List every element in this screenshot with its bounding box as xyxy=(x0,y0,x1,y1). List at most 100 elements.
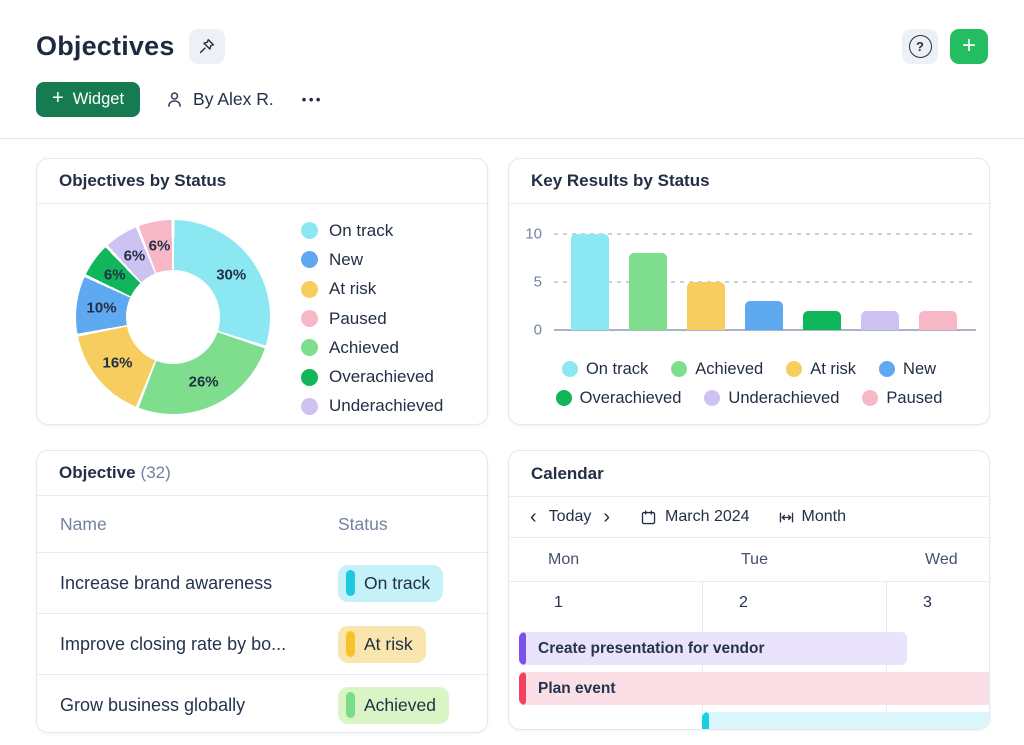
legend-label: On track xyxy=(585,359,649,378)
legend-label: Underachieved xyxy=(329,396,444,416)
weekday-header-row: Mon Tue Wed xyxy=(509,538,989,582)
status-badge[interactable]: Achieved xyxy=(338,686,449,724)
legend-item-at-risk[interactable]: At risk xyxy=(301,275,443,304)
bar-underachieved xyxy=(861,310,899,330)
day-number: 1 xyxy=(554,594,563,611)
view-label: Month xyxy=(801,508,847,525)
event-title: Plan event xyxy=(538,679,616,697)
legend-dot-icon xyxy=(301,368,318,386)
weekday-mon: Mon xyxy=(548,550,580,568)
person-icon xyxy=(164,89,185,110)
today-button[interactable]: Today xyxy=(548,508,592,525)
legend-label: Achieved xyxy=(695,359,764,378)
month-selector[interactable]: March 2024 xyxy=(640,508,750,526)
legend-dot-icon xyxy=(555,390,572,406)
donut-slice-label: 6% xyxy=(103,266,126,284)
add-button[interactable]: + xyxy=(950,28,988,64)
status-badge-bar xyxy=(346,570,355,596)
status-badge-label: On track xyxy=(364,572,431,593)
donut-slice-label: 10% xyxy=(86,299,117,317)
bar-new xyxy=(745,301,783,330)
pin-button[interactable] xyxy=(188,28,225,64)
plus-icon: + xyxy=(961,31,976,59)
legend-label: At risk xyxy=(810,359,857,378)
table-row[interactable]: Increase brand awareness On track xyxy=(37,553,487,614)
legend-label: New xyxy=(903,359,937,378)
legend-item-new[interactable]: New xyxy=(301,245,443,274)
legend-label: Paused xyxy=(329,308,387,328)
legend-dot-icon xyxy=(301,397,318,415)
status-badge-label: At risk xyxy=(364,633,413,654)
card-title: Key Results by Status xyxy=(509,159,989,204)
legend-dot-icon xyxy=(786,361,803,377)
bar-on-track xyxy=(571,234,609,330)
x-axis-line xyxy=(554,329,976,331)
donut-ring: 30% 26% 16% 10% 6% 6% 6% xyxy=(76,220,270,414)
header-divider xyxy=(0,138,1024,139)
legend-item-underachieved[interactable]: Underachieved xyxy=(704,384,839,412)
legend-item-achieved[interactable]: Achieved xyxy=(671,355,763,383)
y-axis-tick: 10 xyxy=(525,225,542,243)
legend-item-at-risk[interactable]: At risk xyxy=(786,355,856,383)
status-cell: Achieved xyxy=(338,686,471,724)
legend-row: Overachieved Underachieved Paused xyxy=(555,384,942,412)
legend-dot-icon xyxy=(862,390,879,406)
legend-dot-icon xyxy=(704,390,721,406)
legend-dot-icon xyxy=(879,361,896,377)
legend-label: Overachieved xyxy=(579,388,682,407)
page-title: Objectives xyxy=(36,30,175,61)
objective-name: Increase brand awareness xyxy=(60,572,273,593)
objective-name: Grow business globally xyxy=(60,694,246,715)
month-label: March 2024 xyxy=(665,508,750,525)
more-menu-button[interactable]: ••• xyxy=(298,86,327,113)
author-filter[interactable]: By Alex R. xyxy=(164,89,274,110)
table-title: Objective xyxy=(59,463,136,482)
column-header-status[interactable]: Status xyxy=(338,513,388,534)
donut-hole xyxy=(126,270,220,364)
donut-slice-label: 16% xyxy=(102,354,133,372)
calendar-event[interactable] xyxy=(702,712,989,729)
add-widget-label: Widget xyxy=(72,89,125,108)
objectives-by-status-card: Objectives by Status 30% 26% 16% 10% 6% 6% 6% … xyxy=(36,158,488,425)
donut-slice-label: 6% xyxy=(148,237,171,255)
bar-plot-area: 10 5 0 xyxy=(525,226,976,339)
next-button[interactable]: › xyxy=(603,506,611,528)
table-row[interactable]: Grow business globally Achieved xyxy=(37,675,487,732)
legend-label: At risk xyxy=(329,279,377,299)
legend-row: On track Achieved At risk New xyxy=(561,355,936,383)
legend-item-on-track[interactable]: On track xyxy=(561,355,649,383)
legend-item-on-track[interactable]: On track xyxy=(301,216,443,245)
status-badge[interactable]: On track xyxy=(338,564,444,602)
status-badge[interactable]: At risk xyxy=(338,625,426,663)
prev-button[interactable]: ‹ xyxy=(530,506,537,528)
status-cell: At risk xyxy=(338,625,471,663)
legend-item-new[interactable]: New xyxy=(879,355,936,383)
legend-item-paused[interactable]: Paused xyxy=(862,384,942,412)
help-button[interactable]: ? xyxy=(902,28,938,64)
legend-item-overachieved[interactable]: Overachieved xyxy=(301,362,443,391)
author-label: By Alex R. xyxy=(193,88,274,109)
table-row[interactable]: Improve closing rate by bo... At risk xyxy=(37,614,487,675)
legend-dot-icon xyxy=(301,310,318,328)
donut-slice-label: 30% xyxy=(216,266,247,284)
add-widget-button[interactable]: + Widget xyxy=(36,81,141,117)
status-badge-bar xyxy=(346,631,355,657)
key-results-by-status-card: Key Results by Status 10 5 0 On track Achie… xyxy=(508,158,990,425)
calendar-toolbar: ‹ Today › March 2024 Month xyxy=(509,497,989,538)
bar-paused xyxy=(919,310,957,330)
legend-label: Overachieved xyxy=(329,367,434,387)
column-header-name[interactable]: Name xyxy=(60,513,107,534)
legend-dot-icon xyxy=(301,339,318,357)
weekday-tue: Tue xyxy=(741,550,768,568)
gridline xyxy=(554,233,976,235)
legend-item-achieved[interactable]: Achieved xyxy=(301,333,443,362)
legend-item-underachieved[interactable]: Underachieved xyxy=(301,392,443,421)
legend-item-overachieved[interactable]: Overachieved xyxy=(555,384,682,412)
weekday-wed: Wed xyxy=(925,550,958,568)
view-selector[interactable]: Month xyxy=(778,508,846,526)
y-axis-tick: 5 xyxy=(533,273,542,291)
calendar-event[interactable]: Create presentation for vendor xyxy=(519,632,907,665)
status-badge-bar xyxy=(346,692,355,718)
legend-item-paused[interactable]: Paused xyxy=(301,304,443,333)
calendar-event[interactable]: Plan event xyxy=(519,672,989,705)
